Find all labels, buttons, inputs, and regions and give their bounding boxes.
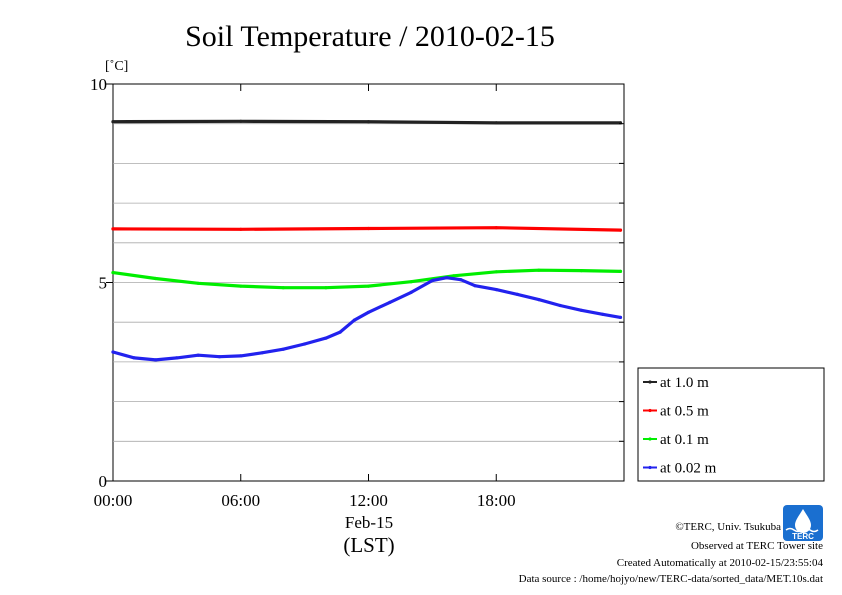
data-point <box>239 227 243 231</box>
logo-text: TERC <box>792 532 814 541</box>
data-point <box>579 308 584 312</box>
data-point <box>196 281 200 285</box>
series-layer <box>111 119 623 362</box>
data-point <box>494 270 498 274</box>
data-point <box>338 330 342 334</box>
legend-label: at 1.0 m <box>660 375 709 391</box>
terc-logo: TERC <box>783 505 823 541</box>
data-point <box>154 358 158 362</box>
x-ticks: 00:00 06:00 12:00 18:00 <box>94 84 516 510</box>
data-point <box>111 271 115 275</box>
y-ticks: 0 5 10 <box>90 75 624 491</box>
y-tick-label: 5 <box>99 274 108 293</box>
data-point <box>537 268 541 272</box>
data-point <box>217 355 222 359</box>
data-point <box>601 312 605 316</box>
legend-swatch-dot <box>648 408 652 413</box>
created-text: Created Automatically at 2010-02-15/23:5… <box>617 557 824 569</box>
copyright-text: ©TERC, Univ. Tsukuba <box>675 521 781 533</box>
water-drop-icon <box>795 509 811 533</box>
data-point <box>303 342 307 346</box>
data-point <box>111 227 115 231</box>
data-point <box>324 336 328 340</box>
data-point <box>324 286 328 290</box>
data-point <box>494 121 498 125</box>
x-axis-label: (LST) <box>343 533 394 557</box>
wave-icon <box>785 527 819 533</box>
legend-swatch-dot <box>648 380 652 384</box>
legend: at 1.0 m at 0.5 m at 0.1 m at 0.02 m <box>637 367 825 482</box>
data-point <box>579 269 584 273</box>
x-tick-label: 00:00 <box>94 491 133 510</box>
data-point <box>281 286 285 290</box>
legend-swatch-dot <box>648 437 652 441</box>
x-tick-label: 06:00 <box>221 491 260 510</box>
series-line-1 <box>111 226 623 232</box>
data-point <box>111 350 115 354</box>
legend-label: at 0.02 m <box>660 461 717 477</box>
x-date-label: Feb-15 <box>345 513 393 532</box>
legend-label: at 0.1 m <box>660 432 709 448</box>
legend-swatch-dot <box>648 465 652 470</box>
x-tick-label: 12:00 <box>349 491 388 510</box>
data-point <box>494 226 498 230</box>
data-point <box>445 276 449 280</box>
data-point <box>618 228 623 232</box>
data-point <box>366 120 371 124</box>
data-point <box>366 226 371 231</box>
data-point <box>239 284 243 288</box>
data-point <box>515 292 520 296</box>
data-point <box>281 347 285 351</box>
data-point <box>239 119 243 123</box>
data-point <box>366 284 371 288</box>
chart-title: Soil Temperature / 2010-02-15 <box>185 20 555 53</box>
data-point <box>473 284 477 288</box>
data-point <box>409 280 413 284</box>
plot-area: 0 5 10 00:00 06:00 12:00 18:00 <box>90 75 625 510</box>
observed-text: Observed at TERC Tower site <box>691 540 823 552</box>
data-point <box>618 269 623 273</box>
data-point <box>558 303 562 308</box>
data-point <box>196 353 200 357</box>
data-point <box>494 288 498 292</box>
legend-box <box>637 367 825 482</box>
data-point <box>132 356 136 360</box>
y-tick-label: 0 <box>99 472 108 491</box>
data-point <box>154 276 158 281</box>
data-point <box>260 351 264 355</box>
data-point <box>430 278 434 283</box>
data-point <box>175 356 179 360</box>
y-tick-label: 10 <box>90 75 107 94</box>
data-point <box>239 354 243 358</box>
data-point <box>366 310 371 314</box>
data-point <box>452 274 456 278</box>
y-axis-unit: [˚C] <box>105 59 128 74</box>
data-point <box>459 278 463 282</box>
data-point <box>111 120 115 124</box>
data-point <box>618 315 623 319</box>
x-tick-label: 18:00 <box>477 491 516 510</box>
data-point <box>409 290 413 294</box>
data-point <box>352 318 356 322</box>
series-line-0 <box>111 119 623 125</box>
legend-label: at 0.5 m <box>660 404 709 420</box>
source-text: Data source : /home/hojyo/new/TERC-data/… <box>519 573 823 585</box>
data-point <box>537 298 541 302</box>
data-point <box>388 300 392 304</box>
